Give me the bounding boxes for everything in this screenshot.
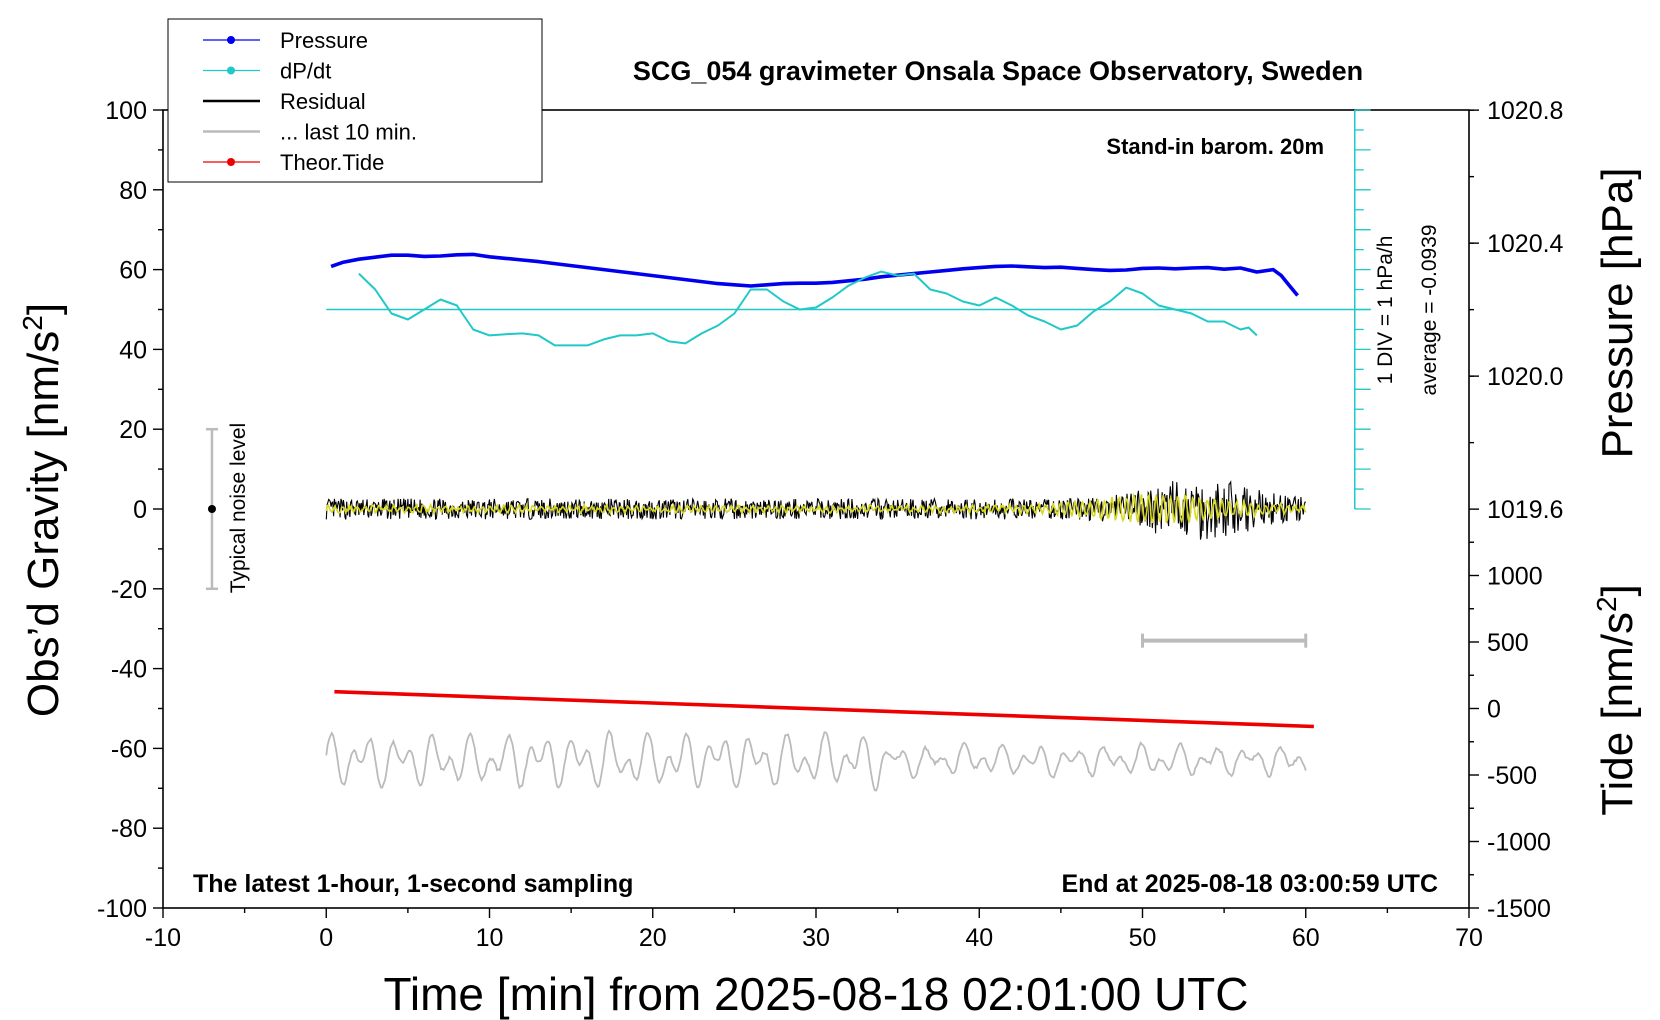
pressure-tick-label: 1020.4	[1487, 230, 1564, 258]
series-layer	[325, 252, 1314, 792]
y-tick-label: -80	[111, 815, 147, 843]
tide-tick-label: 0	[1487, 696, 1501, 724]
series-line-pressure	[330, 252, 1299, 297]
x-axis-label: Time [min] from 2025-08-18 02:01:00 UTC	[384, 968, 1249, 1020]
legend-swatch-dot	[227, 36, 235, 44]
annotations: Stand-in barom. 20m The latest 1-hour, 1-…	[193, 109, 1441, 898]
latest-label: The latest 1-hour, 1-second sampling	[193, 870, 633, 898]
noise-bar-center	[207, 505, 216, 513]
y-tick-label: -60	[111, 735, 147, 763]
legend-label: ... last 10 min.	[280, 120, 417, 145]
pressure-tick-label: 1019.6	[1487, 496, 1563, 524]
x-tick-label: 0	[319, 924, 333, 952]
tide-tick-label: -1000	[1487, 829, 1551, 857]
y-axis-tide: -1500 -1000 -500 0 500 1000	[1469, 541, 1551, 923]
legend: Pressure dP/dt Residual ... last 10 min. The…	[167, 18, 543, 183]
tide-tick-label: -1500	[1487, 895, 1551, 923]
series-line-residual	[325, 480, 1306, 540]
y-tick-label: 40	[119, 336, 147, 364]
y-tick-label: 0	[133, 496, 147, 524]
pressure-tick-label: 1020.0	[1487, 363, 1563, 391]
x-tick-label: 30	[802, 924, 830, 952]
tide-tick-label: 1000	[1487, 563, 1543, 591]
legend-label: Residual	[280, 89, 366, 114]
y-tick-label: -20	[111, 576, 147, 604]
legend-label: Pressure	[280, 28, 368, 53]
y-tick-label: -40	[111, 656, 147, 684]
legend-label: dP/dt	[280, 59, 331, 84]
pressure-tick-label: 1020.8	[1487, 97, 1563, 125]
x-axis: -10 0 10 20 30 40 50 60 70	[145, 908, 1483, 952]
y-axis-pressure-label: Pressure [hPa]	[1593, 167, 1642, 458]
average-label: average = -0.0939	[1418, 224, 1441, 395]
x-tick-label: 70	[1455, 924, 1483, 952]
end-at-label: End at 2025-08-18 03:00:59 UTC	[1061, 870, 1438, 898]
series-line-residual-smoothed	[325, 492, 1307, 524]
x-tick-label: 60	[1292, 924, 1320, 952]
legend-label: Theor.Tide	[280, 150, 384, 175]
series-line-last-10-min	[325, 729, 1307, 792]
legend-swatch-dot	[227, 66, 235, 75]
y-tick-label: 80	[119, 177, 147, 205]
y-axis-left-label: Obs’d Gravity [nm/s2]	[17, 303, 68, 717]
x-tick-label: 10	[476, 924, 504, 952]
x-tick-label: 20	[639, 924, 667, 952]
series-line-dp-dt	[358, 270, 1258, 347]
noise-label: Typical noise level	[227, 423, 250, 593]
x-tick-label: 50	[1129, 924, 1157, 952]
stand-in-label: Stand-in barom. 20m	[1106, 134, 1324, 159]
y-tick-label: 20	[119, 416, 147, 444]
series-line-theor-tide	[334, 689, 1314, 729]
y-tick-label: 60	[119, 257, 147, 285]
x-tick-label: -10	[145, 924, 181, 952]
chart-title: SCG_054 gravimeter Onsala Space Observat…	[633, 56, 1363, 86]
y-axis-left: -100 -80 -60 -40 -20 0 20 40 60 80 100	[97, 97, 163, 923]
legend-swatch-dot	[227, 158, 235, 166]
div-label: 1 DIV = 1 hPa/h	[1374, 236, 1397, 385]
y-axis-tide-label: Tide [nm/s2]	[1591, 584, 1642, 816]
x-tick-label: 40	[965, 924, 993, 952]
y-tick-label: -100	[97, 895, 147, 923]
tide-tick-label: 500	[1487, 629, 1529, 657]
tide-tick-label: -500	[1487, 762, 1537, 790]
y-tick-label: 100	[105, 97, 147, 125]
